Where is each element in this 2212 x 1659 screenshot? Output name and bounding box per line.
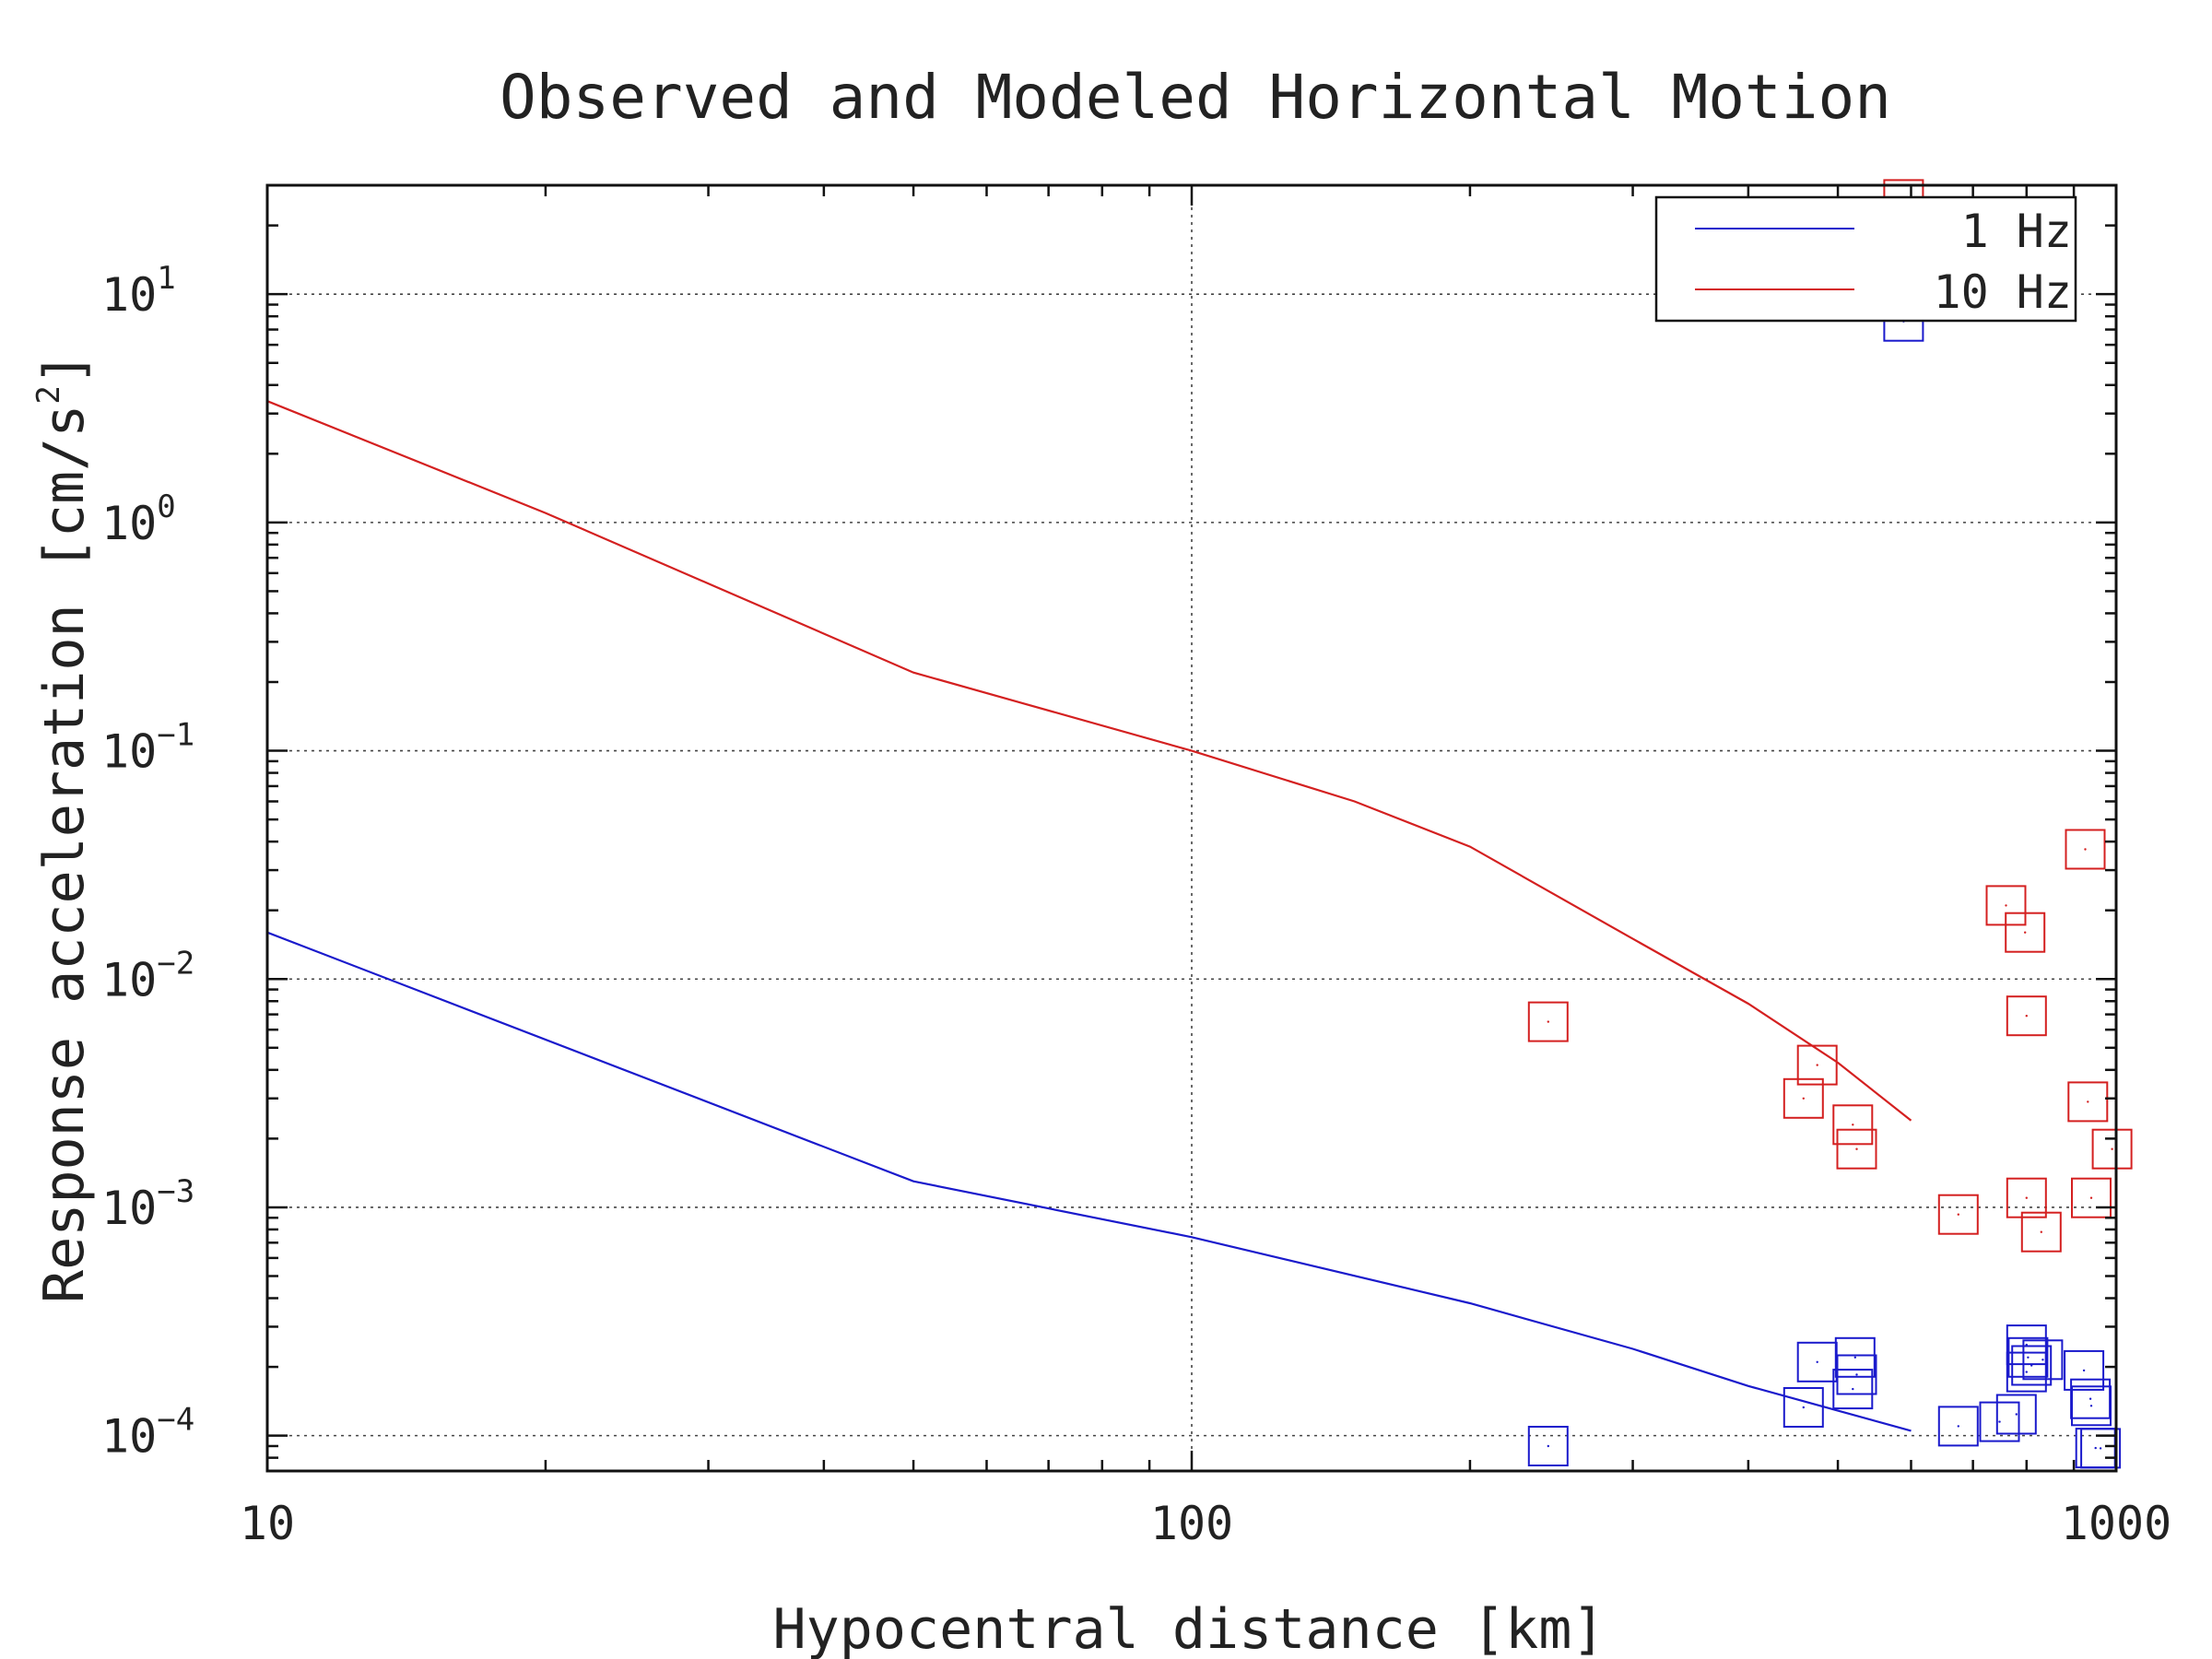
- legend-label-10hz: 10 Hz: [1933, 265, 2072, 319]
- y-tick-label: 10−4: [101, 1402, 194, 1464]
- observed-point-center-1hz: [1802, 1406, 1806, 1409]
- y-tick-label-base: 10: [101, 1182, 157, 1235]
- observed-point-1hz: [2007, 1336, 2049, 1378]
- legend: 1 Hz 10 Hz: [1654, 195, 2077, 323]
- observed-point-10hz: [2067, 1081, 2109, 1123]
- observed-point-center-1hz: [2082, 1369, 2086, 1372]
- observed-point-center-10hz: [2089, 1196, 2093, 1199]
- y-tick-label-base: 10: [101, 953, 157, 1006]
- y-tick-label-base: 10: [101, 1410, 157, 1464]
- observed-point-center-1hz: [1547, 1444, 1550, 1448]
- observed-point-center-1hz: [1816, 1360, 1818, 1364]
- observed-point-center-1hz: [2094, 1446, 2097, 1450]
- observed-point-center-1hz: [1852, 1387, 1854, 1391]
- observed-point-1hz: [1836, 1354, 1877, 1395]
- x-axis-label: Hypocentral distance [km]: [772, 1597, 1605, 1659]
- model-line-1hz: [266, 931, 1912, 1432]
- y-axis-label-exponent: 2: [30, 385, 67, 404]
- observed-point-center-10hz: [1816, 1064, 1818, 1066]
- y-tick-label-exponent: −1: [157, 717, 194, 754]
- observed-point-1hz: [1979, 1401, 2020, 1442]
- observed-point-10hz: [2091, 1128, 2133, 1170]
- observed-point-10hz: [1836, 1128, 1877, 1170]
- observed-point-center-10hz: [1957, 1213, 1959, 1216]
- observed-point-center-1hz: [2041, 1359, 2044, 1361]
- observed-point-center-10hz: [2040, 1230, 2042, 1233]
- observed-point-10hz: [2006, 1177, 2047, 1218]
- observed-point-1hz: [1937, 1406, 1979, 1447]
- y-tick-label-base: 10: [101, 268, 157, 322]
- observed-point-10hz: [2065, 829, 2106, 870]
- y-tick-label-exponent: 1: [157, 260, 175, 297]
- y-tick-label: 100: [101, 488, 176, 550]
- y-tick-label-exponent: −2: [157, 945, 194, 982]
- observed-point-10hz: [1783, 1077, 1824, 1119]
- observed-point-10hz: [1937, 1194, 1979, 1235]
- y-tick-label-exponent: −4: [157, 1402, 194, 1439]
- observed-point-center-1hz: [1998, 1420, 2001, 1423]
- observed-point-1hz: [1832, 1369, 1874, 1410]
- observed-point-10hz: [1527, 1001, 1569, 1042]
- observed-point-center-1hz: [2025, 1371, 2028, 1373]
- observed-point-center-1hz: [2030, 1364, 2033, 1367]
- observed-point-10hz: [2071, 1177, 2112, 1218]
- observed-point-center-1hz: [2015, 1413, 2018, 1416]
- observed-point-10hz: [1832, 1104, 1874, 1146]
- x-tick-label: 1000: [2061, 1497, 2171, 1550]
- observed-point-1hz: [1995, 1394, 2037, 1435]
- y-tick-label: 10−1: [101, 717, 194, 779]
- observed-point-center-10hz: [2005, 904, 2007, 907]
- series-layer: [266, 179, 2133, 1469]
- observed-point-center-1hz: [1957, 1425, 1959, 1428]
- observed-point-1hz: [2006, 1351, 2047, 1393]
- observed-point-1hz: [2006, 1324, 2047, 1366]
- y-tick-label-base: 10: [101, 725, 157, 779]
- observed-point-center-10hz: [1802, 1097, 1806, 1100]
- y-tick-label-exponent: −3: [157, 1173, 194, 1210]
- observed-point-center-10hz: [2025, 1015, 2028, 1018]
- observed-point-1hz: [2071, 1385, 2112, 1427]
- y-tick-label-base: 10: [101, 497, 157, 550]
- y-tick-label: 10−2: [101, 945, 194, 1006]
- legend-box: [1654, 195, 2077, 323]
- observed-point-center-1hz: [2099, 1447, 2102, 1450]
- y-tick-label-exponent: 0: [157, 488, 175, 525]
- observed-point-center-1hz: [2027, 1356, 2030, 1359]
- observed-point-center-1hz: [2089, 1405, 2093, 1407]
- chart-title: Observed and Modeled Horizontal Motion: [500, 62, 1891, 133]
- observed-point-center-10hz: [2111, 1147, 2113, 1150]
- x-tick-label: 100: [1150, 1497, 1233, 1550]
- observed-point-1hz: [2064, 1349, 2105, 1391]
- observed-point-center-10hz: [2025, 1196, 2028, 1199]
- observed-point-1hz: [1783, 1387, 1824, 1428]
- model-line-10hz: [266, 400, 1912, 1122]
- observed-point-1hz: [2022, 1339, 2064, 1381]
- y-axis-label-close: ]: [32, 352, 97, 385]
- observed-point-1hz: [1834, 1336, 1876, 1378]
- observed-point-10hz: [1796, 1044, 1838, 1086]
- y-axis-label: Response acceleration [cm/s2]: [30, 352, 97, 1303]
- observed-point-center-10hz: [1547, 1020, 1550, 1023]
- y-axis-label-text: Response acceleration [cm/s: [32, 405, 97, 1303]
- grid: [267, 185, 2116, 1471]
- observed-point-center-10hz: [2024, 931, 2027, 934]
- observed-point-center-10hz: [1855, 1147, 1858, 1150]
- y-tick-label: 101: [101, 260, 176, 322]
- observed-point-10hz: [2006, 995, 2047, 1037]
- observed-point-center-1hz: [2088, 1397, 2092, 1400]
- observed-point-10hz: [2020, 1211, 2062, 1253]
- x-tick-label: 10: [240, 1497, 295, 1550]
- observed-point-1hz: [1527, 1426, 1569, 1466]
- observed-point-center-1hz: [1853, 1356, 1857, 1359]
- observed-point-center-10hz: [1852, 1124, 1854, 1126]
- observed-point-center-1hz: [1855, 1373, 1858, 1376]
- observed-point-center-10hz: [2084, 848, 2087, 851]
- y-tick-label: 10−3: [101, 1173, 194, 1235]
- observed-point-center-10hz: [2087, 1100, 2089, 1103]
- legend-label-1hz: 1 Hz: [1961, 205, 2072, 258]
- observed-point-10hz: [2005, 912, 2046, 953]
- observed-point-1hz: [2011, 1345, 2053, 1386]
